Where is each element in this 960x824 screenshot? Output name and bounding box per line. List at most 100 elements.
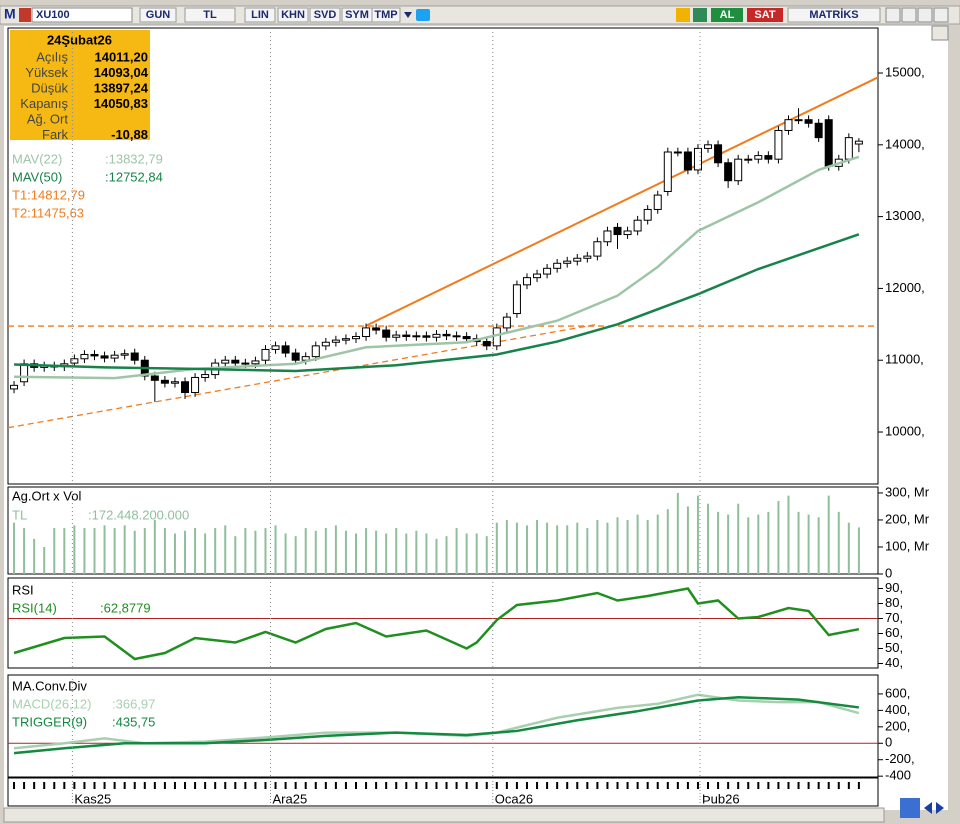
time-minor-tick — [656, 782, 659, 789]
window-button[interactable] — [901, 7, 917, 23]
volume-bar — [23, 528, 26, 574]
time-minor-tick — [284, 782, 287, 789]
twitter-icon[interactable] — [416, 9, 430, 21]
candle-body — [150, 375, 159, 381]
candle-body — [693, 147, 702, 171]
dropdown-arrow[interactable] — [404, 12, 412, 18]
volume-bar — [727, 514, 730, 574]
toolbar-button-label[interactable]: KHN — [281, 9, 305, 21]
symbol[interactable]: XU100 — [36, 9, 70, 21]
toolbar-button[interactable] — [309, 7, 341, 23]
refresh-icon[interactable] — [693, 8, 707, 22]
legend-name: MAV(50) — [12, 169, 62, 184]
scroll-button[interactable] — [931, 25, 949, 41]
candle-body — [452, 335, 461, 338]
legend-name: TL — [12, 507, 27, 522]
scrollbar[interactable] — [3, 807, 885, 823]
info-value: 14011,20 — [94, 49, 148, 64]
legend-value: :366,97 — [112, 696, 155, 711]
time-minor-tick — [23, 782, 26, 789]
y-tick-label: 0 — [885, 735, 892, 750]
time-minor-tick — [536, 782, 539, 789]
candle-body — [482, 341, 491, 347]
alert-icon[interactable] — [676, 8, 690, 22]
candle-body — [241, 362, 250, 365]
candle-body — [744, 158, 753, 161]
time-minor-tick — [314, 782, 317, 789]
toolbar-button[interactable] — [184, 7, 236, 23]
time-minor-tick — [727, 782, 730, 789]
candle-body — [764, 155, 773, 160]
candle-body — [784, 119, 793, 131]
time-minor-tick — [13, 782, 16, 789]
volume-bar — [646, 519, 649, 574]
candle-body — [352, 336, 360, 340]
toolbar-button[interactable] — [277, 7, 309, 23]
volume-bar — [244, 528, 247, 574]
time-minor-tick — [133, 782, 136, 789]
tool-icon[interactable] — [900, 798, 920, 818]
panel-title: Ag.Ort x Vol — [12, 488, 81, 503]
sell-label[interactable]: SAT — [754, 9, 775, 21]
info-label: Düşük — [31, 80, 68, 95]
volume-bar — [284, 533, 287, 574]
volume-bar — [33, 538, 36, 574]
toolbar-button-label[interactable]: TMP — [374, 9, 397, 21]
toolbar-button[interactable] — [139, 7, 177, 23]
time-axis — [7, 777, 879, 807]
volume-bar — [13, 522, 16, 574]
flag-icon[interactable] — [19, 8, 31, 22]
volume-bar — [747, 517, 750, 574]
volume-bar — [324, 528, 327, 574]
volume-bar — [857, 527, 860, 574]
volume-bar — [133, 530, 136, 574]
volume-bar — [314, 530, 317, 574]
brand[interactable]: MATRİKS — [809, 8, 858, 21]
window-button[interactable] — [917, 7, 933, 23]
nav-arrows[interactable] — [924, 802, 944, 814]
buy-button[interactable] — [711, 8, 743, 22]
candle-body — [824, 119, 833, 167]
candle-body — [553, 262, 562, 269]
candle-body — [170, 381, 179, 384]
symbol-box[interactable] — [31, 7, 133, 23]
logo[interactable]: M — [4, 6, 16, 22]
volume-bar — [173, 533, 176, 574]
time-minor-tick — [73, 782, 76, 789]
y-tick-label: 60, — [885, 625, 903, 640]
window-button[interactable] — [885, 7, 901, 23]
legend-name: MACD(26,12) — [12, 696, 91, 711]
volume-bar — [475, 533, 478, 574]
buy-label[interactable]: AL — [720, 9, 735, 21]
toolbar-button[interactable] — [244, 7, 276, 23]
time-minor-tick — [375, 782, 378, 789]
toolbar-button-label[interactable]: SYM — [345, 9, 369, 21]
macd-panel — [7, 674, 879, 778]
price-panel — [7, 27, 879, 485]
volume-bar — [827, 495, 830, 574]
y-tick-label: 50, — [885, 640, 903, 655]
volume-bar — [194, 528, 197, 574]
candle-body — [683, 151, 692, 171]
toolbar-button[interactable] — [371, 7, 401, 23]
x-tick-label: Þub26 — [702, 791, 740, 806]
volume-bar — [103, 525, 106, 574]
sell-button[interactable] — [747, 8, 783, 22]
toolbar-button-label[interactable]: GUN — [146, 9, 171, 21]
toolbar-button-label[interactable]: TL — [203, 9, 217, 21]
toolbar-button-label[interactable]: LIN — [251, 9, 269, 21]
toolbar-button-label[interactable]: SVD — [314, 9, 337, 21]
time-minor-tick — [324, 782, 327, 789]
candle-body — [261, 348, 270, 361]
time-minor-tick — [113, 782, 116, 789]
candle-body — [533, 273, 542, 279]
time-minor-tick — [163, 782, 166, 789]
volume-bar — [596, 519, 599, 574]
volume-bar — [465, 533, 468, 574]
candle-body — [583, 255, 592, 259]
time-minor-tick — [425, 782, 428, 789]
window-button[interactable] — [933, 7, 949, 23]
brand-box[interactable] — [787, 7, 881, 23]
time-minor-tick — [636, 782, 639, 789]
volume-bar — [375, 530, 378, 574]
